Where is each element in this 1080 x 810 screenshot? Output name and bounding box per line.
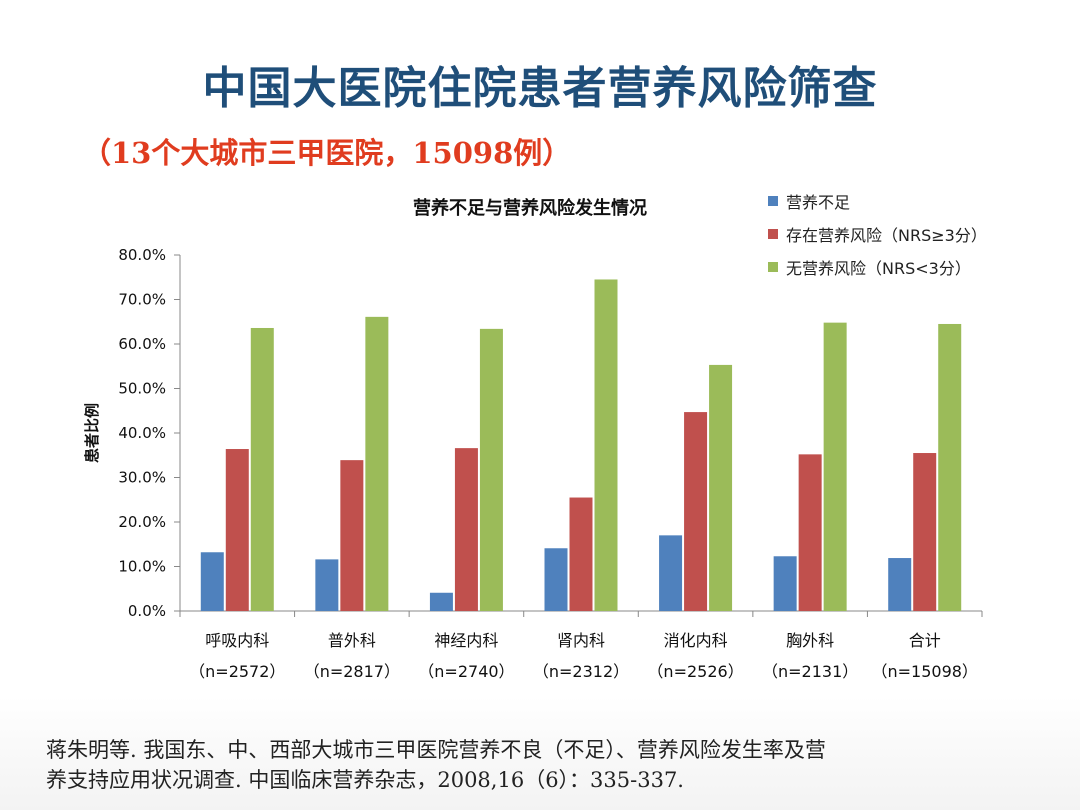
bar-risk bbox=[569, 497, 593, 611]
legend-swatch-green bbox=[768, 261, 778, 272]
labels-layer: 0.0% 10.0% 20.0% 30.0% 40.0% 50.0% 60.0% 70.0% 8… bbox=[83, 246, 978, 681]
x-category-label: 合计 bbox=[909, 631, 941, 650]
x-category-count: （n=2312） bbox=[533, 662, 629, 681]
y-tick-label: 20.0% bbox=[118, 513, 166, 531]
x-category-count: （n=15098） bbox=[871, 662, 977, 681]
x-category-label: 肾内科 bbox=[557, 631, 605, 650]
citation-line-1: 蒋朱明等. 我国东、中、西部大城市三甲医院营养不良（不足）、营养风险发生率及营 bbox=[46, 738, 826, 762]
bar-risk bbox=[454, 448, 478, 611]
y-tick-label: 50.0% bbox=[118, 380, 166, 398]
x-category-label: 普外科 bbox=[328, 631, 376, 650]
bar-risk bbox=[225, 449, 249, 611]
x-category-label: 消化内科 bbox=[664, 631, 728, 650]
bar-malnutrition bbox=[200, 552, 224, 611]
bar-malnutrition bbox=[659, 535, 683, 611]
bar-no-risk bbox=[709, 364, 733, 611]
citation: 蒋朱明等. 我国东、中、西部大城市三甲医院营养不良（不足）、营养风险发生率及营 … bbox=[46, 735, 1046, 795]
x-category-count: （n=2526） bbox=[647, 662, 743, 681]
legend-item-risk: 存在营养风险（NRS≥3分） bbox=[768, 217, 987, 250]
y-tick-label: 80.0% bbox=[118, 246, 166, 264]
y-axis-label: 患者比例 bbox=[83, 403, 101, 463]
bar-risk bbox=[684, 412, 708, 611]
legend-label: 营养不足 bbox=[786, 192, 851, 212]
slide-title: 中国大医院住院患者营养风险筛查 bbox=[202, 63, 878, 114]
bar-no-risk bbox=[938, 323, 962, 611]
bar-malnutrition bbox=[429, 592, 453, 611]
bar-malnutrition bbox=[773, 556, 797, 611]
legend-swatch-red bbox=[768, 228, 778, 239]
bar-malnutrition bbox=[544, 548, 568, 611]
x-category-count: （n=2131） bbox=[762, 662, 858, 681]
y-tick-label: 10.0% bbox=[118, 558, 166, 576]
y-tick-label: 0.0% bbox=[128, 602, 166, 620]
bar-malnutrition bbox=[888, 558, 912, 611]
bars-layer bbox=[200, 279, 962, 611]
bar-risk bbox=[913, 453, 937, 611]
bar-no-risk bbox=[594, 279, 618, 611]
citation-line-2: 养支持应用状况调查. 中国临床营养杂志，2008,16（6）：335-337. bbox=[46, 768, 684, 792]
legend-label: 存在营养风险（NRS≥3分） bbox=[786, 225, 987, 245]
y-tick-label: 30.0% bbox=[118, 469, 166, 487]
x-category-count: （n=2817） bbox=[304, 662, 400, 681]
bar-no-risk bbox=[823, 322, 847, 611]
bar-malnutrition bbox=[315, 559, 339, 611]
x-category-label: 神经内科 bbox=[434, 631, 498, 650]
bar-no-risk bbox=[479, 328, 503, 611]
x-category-label: 呼吸内科 bbox=[205, 631, 269, 650]
legend-label: 无营养风险（NRS<3分） bbox=[786, 258, 971, 278]
legend-item-malnutrition: 营养不足 bbox=[768, 184, 987, 217]
bar-risk bbox=[798, 454, 822, 611]
bar-no-risk bbox=[250, 327, 274, 611]
bar-risk bbox=[340, 460, 364, 611]
legend-item-no-risk: 无营养风险（NRS<3分） bbox=[768, 250, 987, 283]
x-category-count: （n=2740） bbox=[418, 662, 514, 681]
bar-no-risk bbox=[365, 316, 389, 611]
chart-title: 营养不足与营养风险发生情况 bbox=[413, 198, 647, 219]
chart-legend: 营养不足 存在营养风险（NRS≥3分） 无营养风险（NRS<3分） bbox=[768, 184, 987, 283]
slide-subtitle: （13个大城市三甲医院，15098例） bbox=[82, 136, 572, 170]
y-tick-label: 70.0% bbox=[118, 291, 166, 309]
y-tick-label: 60.0% bbox=[118, 335, 166, 353]
y-tick-label: 40.0% bbox=[118, 424, 166, 442]
x-category-label: 胸外科 bbox=[786, 631, 834, 650]
x-category-count: （n=2572） bbox=[189, 662, 285, 681]
legend-swatch-blue bbox=[768, 195, 778, 206]
